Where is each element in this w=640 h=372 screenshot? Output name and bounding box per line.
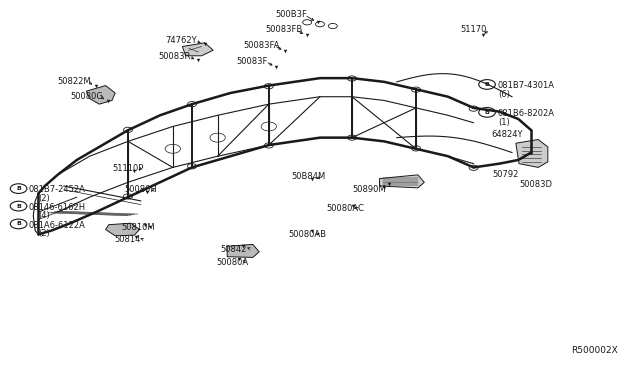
Text: 50083FB: 50083FB <box>266 25 303 34</box>
Text: 50080A: 50080A <box>216 258 248 267</box>
Text: 50814: 50814 <box>114 235 140 244</box>
Text: 500B3F: 500B3F <box>275 10 307 19</box>
Polygon shape <box>86 86 115 104</box>
Text: 50080AB: 50080AB <box>288 230 326 239</box>
Text: 50810M: 50810M <box>122 223 156 232</box>
Text: 081B7-2452A: 081B7-2452A <box>29 185 86 194</box>
Text: B: B <box>484 110 490 115</box>
Text: 50080G: 50080G <box>70 92 103 101</box>
Text: (6): (6) <box>498 90 510 99</box>
Text: 081A6-6122A: 081A6-6122A <box>29 221 86 230</box>
Text: 51170: 51170 <box>461 25 487 34</box>
Text: B: B <box>484 82 490 87</box>
Text: 50890M: 50890M <box>352 185 386 194</box>
Text: (2): (2) <box>38 229 50 238</box>
Text: 50083R: 50083R <box>159 52 191 61</box>
Text: (4): (4) <box>38 211 50 220</box>
Text: 64824Y: 64824Y <box>492 130 523 139</box>
Text: 50080H: 50080H <box>125 185 157 194</box>
Text: (2): (2) <box>38 194 50 203</box>
Polygon shape <box>516 140 548 167</box>
Text: 50842: 50842 <box>221 245 247 254</box>
Text: 50083D: 50083D <box>520 180 553 189</box>
Text: R500002X: R500002X <box>571 346 618 355</box>
Text: 081B7-4301A: 081B7-4301A <box>497 81 554 90</box>
Text: 74762Y: 74762Y <box>165 36 196 45</box>
Text: 51110P: 51110P <box>112 164 143 173</box>
Text: B: B <box>16 221 21 227</box>
Text: 081B6-8202A: 081B6-8202A <box>497 109 554 118</box>
Text: 50822M: 50822M <box>58 77 92 86</box>
Polygon shape <box>106 223 140 236</box>
Text: B: B <box>16 203 21 209</box>
Text: 50080AC: 50080AC <box>326 204 364 213</box>
Text: 50083F: 50083F <box>237 57 268 66</box>
Polygon shape <box>227 244 259 257</box>
Polygon shape <box>182 43 213 56</box>
Text: 50083FA: 50083FA <box>243 41 280 50</box>
Polygon shape <box>380 175 424 188</box>
Text: 50792: 50792 <box>493 170 519 179</box>
Text: (1): (1) <box>498 118 509 127</box>
Text: 08146-6162H: 08146-6162H <box>29 203 86 212</box>
Text: 50B84M: 50B84M <box>291 172 326 181</box>
Text: B: B <box>16 186 21 191</box>
